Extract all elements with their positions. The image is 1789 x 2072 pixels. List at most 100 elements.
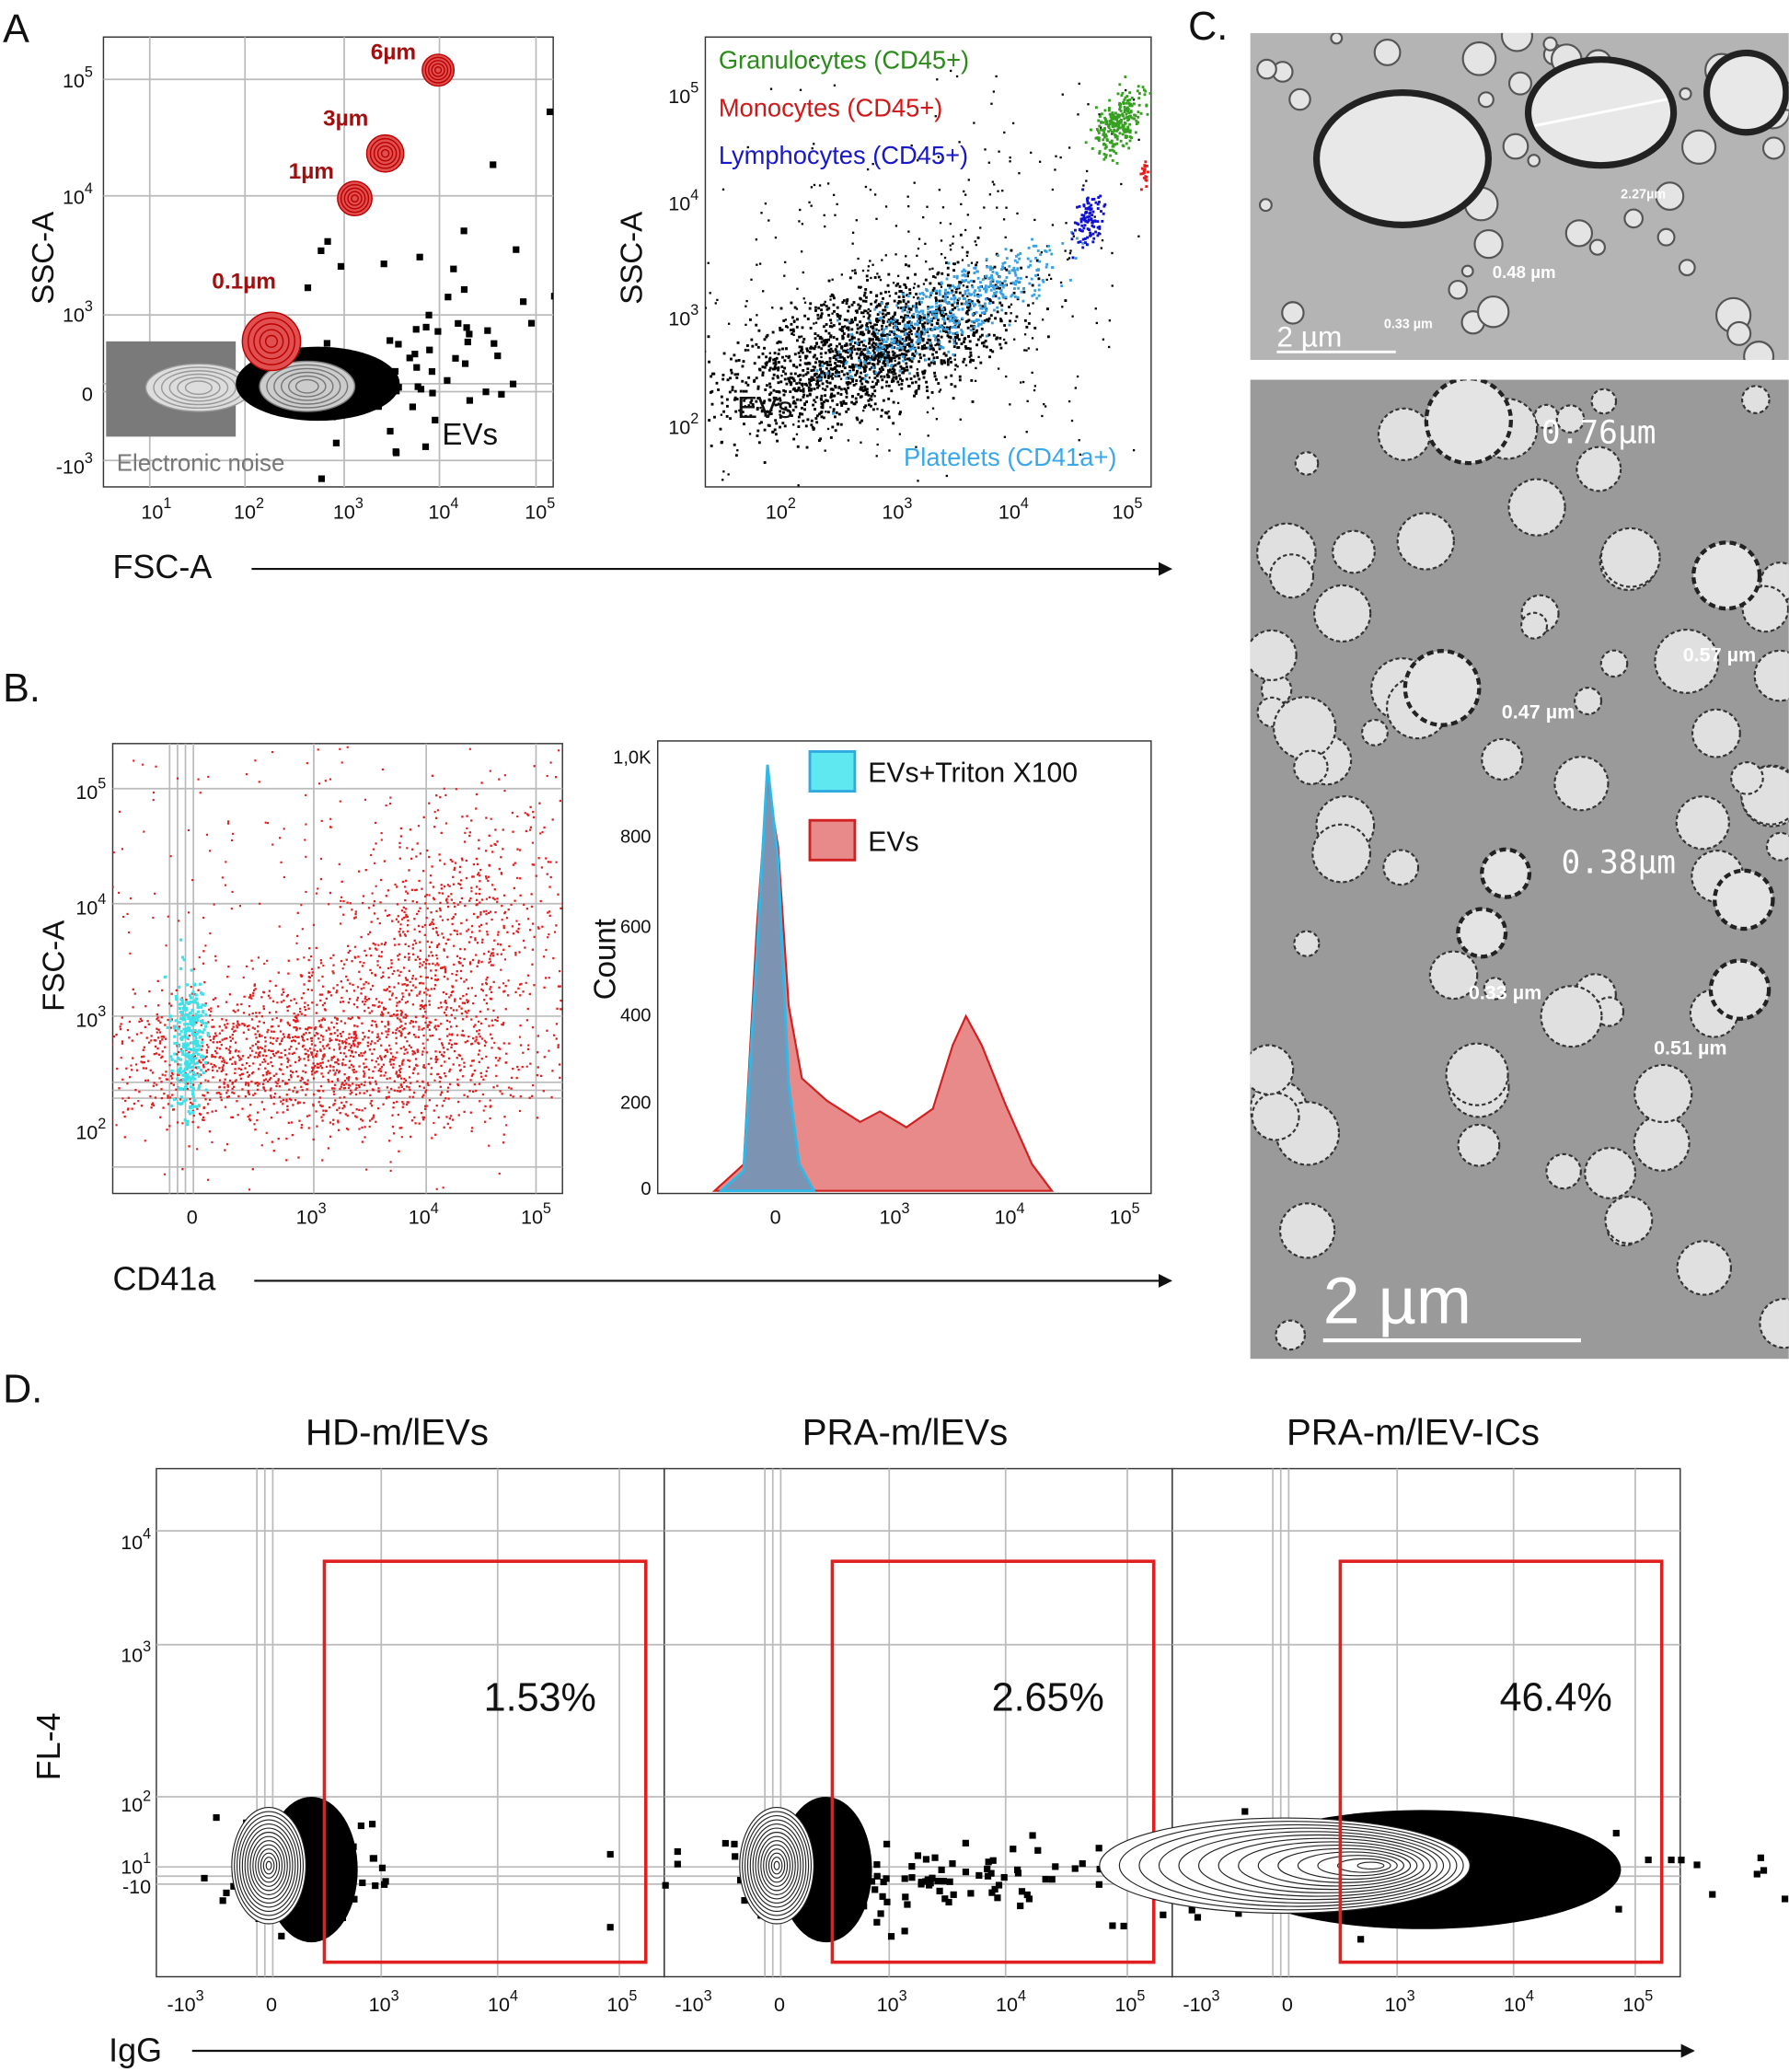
dot xyxy=(215,1052,218,1055)
dot xyxy=(301,1089,304,1092)
dot xyxy=(865,323,869,327)
dot xyxy=(1150,179,1151,183)
dot xyxy=(916,323,919,327)
dot xyxy=(283,999,285,1002)
dot xyxy=(839,388,843,391)
dot xyxy=(1094,307,1097,310)
dot xyxy=(986,296,989,300)
dot xyxy=(1143,176,1146,179)
dot xyxy=(397,982,400,985)
dot xyxy=(293,998,296,1001)
dot xyxy=(874,371,878,375)
dot xyxy=(1068,278,1072,282)
dot xyxy=(57,1043,59,1045)
dot xyxy=(774,361,778,364)
dot xyxy=(363,1062,365,1065)
dot xyxy=(51,1061,52,1063)
dot xyxy=(586,357,588,359)
dot xyxy=(832,408,836,411)
dot xyxy=(390,1058,393,1061)
dot xyxy=(1096,129,1100,133)
dot xyxy=(409,403,416,411)
dot xyxy=(952,269,955,272)
y-axis-label: SSC-A xyxy=(615,212,649,305)
dot xyxy=(343,1105,346,1108)
dot xyxy=(969,353,973,357)
dot xyxy=(815,396,819,399)
dot xyxy=(337,1121,340,1124)
dot xyxy=(539,1074,543,1078)
dot xyxy=(735,398,739,400)
dot xyxy=(994,284,998,287)
dot xyxy=(846,372,848,375)
dot xyxy=(871,365,873,369)
dot xyxy=(236,1026,238,1029)
dot xyxy=(171,1094,174,1096)
dot xyxy=(878,367,882,371)
dot xyxy=(778,348,781,352)
dot xyxy=(270,1087,272,1090)
dot xyxy=(407,1032,410,1036)
dot xyxy=(831,399,835,402)
dot xyxy=(918,301,921,305)
dot xyxy=(319,1034,323,1037)
dot xyxy=(1045,245,1049,248)
dot xyxy=(943,330,947,333)
dot xyxy=(1034,273,1037,277)
dot xyxy=(917,327,920,330)
dot xyxy=(865,388,869,391)
dot xyxy=(777,402,780,406)
dot xyxy=(112,1117,113,1121)
dot xyxy=(248,996,251,999)
dot xyxy=(1113,150,1116,154)
dot xyxy=(630,405,632,407)
dot xyxy=(881,259,883,261)
dot xyxy=(884,411,887,414)
dot xyxy=(772,388,776,392)
dot xyxy=(1020,381,1022,384)
dot xyxy=(240,1002,243,1006)
dot xyxy=(199,1113,202,1116)
dot xyxy=(419,907,421,909)
dot xyxy=(763,461,767,464)
dot xyxy=(777,381,780,385)
dot xyxy=(555,1037,558,1040)
dot xyxy=(831,278,834,281)
dot xyxy=(457,1114,460,1117)
dot xyxy=(790,381,793,385)
dot xyxy=(1001,285,1005,289)
dot xyxy=(1035,348,1038,351)
dot xyxy=(906,310,909,314)
dot xyxy=(239,1077,243,1080)
dot xyxy=(909,307,913,311)
dot xyxy=(953,262,956,266)
dot xyxy=(755,238,758,241)
dot xyxy=(862,360,866,364)
dot xyxy=(76,1058,78,1059)
dot xyxy=(921,323,925,327)
dot xyxy=(878,329,881,332)
dot xyxy=(958,281,962,284)
dot xyxy=(917,159,919,162)
dot xyxy=(1139,188,1143,191)
dot xyxy=(340,1035,343,1037)
dot xyxy=(437,1116,440,1119)
dot xyxy=(327,1147,330,1150)
dot xyxy=(820,308,823,312)
dot xyxy=(854,374,858,376)
dot xyxy=(415,912,419,916)
dot xyxy=(967,335,970,338)
dot xyxy=(831,350,835,353)
dot xyxy=(267,1028,270,1032)
dot xyxy=(255,1015,258,1018)
dot xyxy=(856,418,860,422)
dot xyxy=(920,345,924,348)
dot xyxy=(721,374,725,376)
dot xyxy=(918,334,921,338)
dot xyxy=(946,317,950,320)
dot xyxy=(325,1109,328,1113)
dot xyxy=(948,331,952,335)
dot xyxy=(345,990,349,992)
dot xyxy=(965,285,969,289)
dot xyxy=(870,386,873,388)
